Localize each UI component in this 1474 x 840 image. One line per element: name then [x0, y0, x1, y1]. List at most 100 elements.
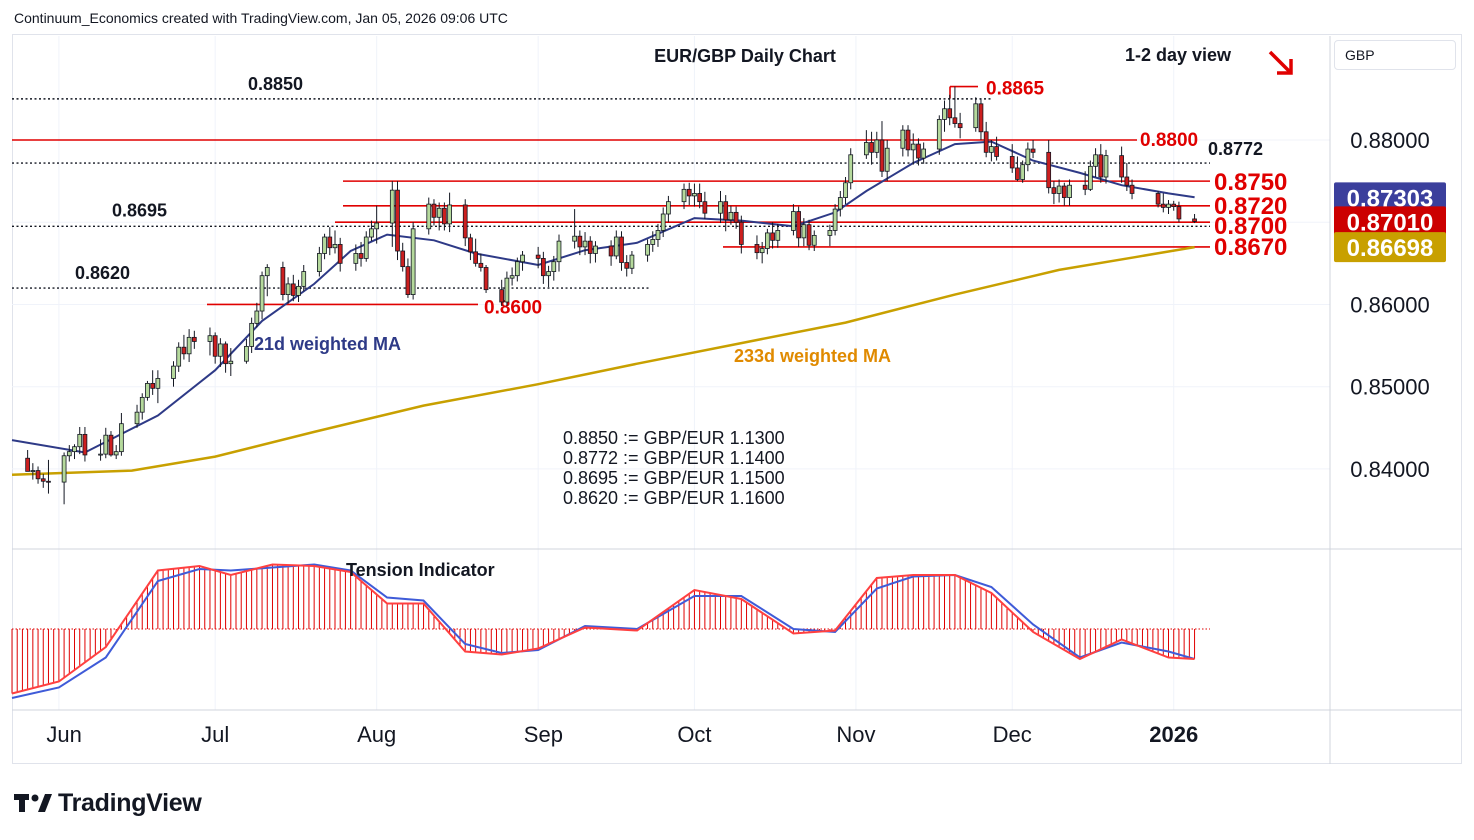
candle — [1061, 182, 1067, 206]
candle — [363, 231, 369, 262]
level-label-0.8620: 0.8620 — [75, 263, 130, 283]
candle-body — [405, 266, 411, 295]
candle — [25, 450, 30, 472]
candle — [322, 233, 327, 260]
candle — [1119, 146, 1124, 183]
x-tick-label: 2026 — [1149, 722, 1198, 747]
candle — [843, 177, 848, 205]
level-label-0.8850: 0.8850 — [248, 74, 303, 94]
candle — [723, 195, 729, 232]
candle-body — [942, 108, 947, 120]
candle-body — [473, 251, 478, 264]
candle — [332, 230, 338, 254]
candle-body — [66, 451, 72, 457]
candle-body — [139, 396, 145, 413]
candle — [509, 267, 515, 286]
candle — [1025, 142, 1031, 172]
candle — [40, 473, 46, 488]
candle-body — [1098, 154, 1104, 178]
candle — [702, 191, 708, 219]
candle — [1020, 160, 1025, 183]
candle — [1067, 179, 1072, 206]
y-tick-label: 0.88000 — [1350, 128, 1430, 153]
price-badge-bg — [1334, 182, 1446, 213]
level-label-0.8800: 0.8800 — [1140, 130, 1198, 151]
candle-body — [103, 434, 109, 455]
candle-body — [514, 261, 520, 277]
candle-body — [504, 277, 510, 303]
candle-body — [218, 343, 223, 357]
candle-body — [1192, 218, 1197, 222]
candle-body — [832, 208, 838, 231]
candle — [655, 223, 661, 247]
candle-body — [150, 383, 156, 389]
candle-body — [864, 142, 869, 156]
candle-body — [410, 228, 416, 295]
candle-body — [228, 360, 234, 365]
candle — [483, 264, 489, 293]
chart-title: EUR/GBP Daily Chart — [654, 46, 836, 66]
candle — [66, 445, 72, 462]
candle-body — [692, 193, 697, 197]
candle-body — [61, 455, 67, 483]
candle-body — [686, 188, 692, 197]
currency-selector[interactable]: GBP — [1334, 40, 1456, 70]
candle-body — [791, 211, 796, 231]
candle-body — [650, 239, 656, 245]
view-label: 1-2 day view — [1125, 45, 1232, 65]
candle — [212, 332, 218, 364]
candle-body — [551, 261, 557, 272]
price-badge-label: 0.87010 — [1347, 209, 1434, 236]
logo-text: TradingView — [58, 788, 202, 817]
candle-body — [1171, 203, 1177, 208]
candle-body — [296, 285, 301, 296]
ma21-label: 21d weighted MA — [254, 334, 401, 354]
candle — [442, 202, 447, 231]
candle-body — [978, 103, 984, 133]
candle-body — [191, 336, 197, 342]
candle-body — [337, 244, 343, 264]
candle-body — [910, 143, 916, 151]
candle-body — [400, 250, 406, 268]
candle — [759, 241, 765, 264]
candle-body — [1009, 156, 1015, 169]
candle-body — [869, 142, 874, 153]
chart-caption: Continuum_Economics created with Trading… — [14, 10, 508, 26]
support-resistance-levels: 0.8850 0.8772 0.8695 0.8620 0.8865 0.8800 0.87… — [12, 74, 1287, 318]
x-tick-label: Jul — [201, 722, 229, 747]
candle — [650, 231, 656, 252]
candle — [395, 181, 400, 261]
candle — [754, 235, 760, 260]
candle — [879, 121, 885, 178]
candle — [728, 205, 734, 225]
candle-body — [186, 336, 192, 355]
candle-body — [775, 230, 781, 241]
candle — [942, 100, 947, 132]
candle-body — [645, 244, 650, 256]
candle-body — [82, 433, 88, 456]
tradingview-logo[interactable]: TradingView — [14, 788, 202, 818]
candle — [681, 183, 687, 210]
candle — [973, 97, 979, 132]
conversion-note-1: 0.8850 := GBP/EUR 1.1300 — [563, 428, 785, 448]
candle-body — [936, 119, 942, 150]
candle — [905, 125, 911, 157]
candle-body — [322, 236, 327, 254]
candle — [541, 251, 546, 284]
candle-body — [478, 262, 484, 268]
candle-body — [1056, 185, 1062, 194]
candle-body — [546, 271, 551, 277]
candle — [796, 206, 801, 247]
candle — [1166, 200, 1171, 215]
price-badge: 0.86698 — [1334, 232, 1446, 263]
candle — [405, 258, 411, 298]
candle — [82, 426, 88, 462]
candle-body — [681, 188, 687, 203]
candle-body — [72, 446, 77, 453]
candle-body — [884, 147, 890, 172]
candle — [374, 205, 380, 244]
candle — [400, 242, 406, 272]
candle — [254, 302, 260, 328]
candle-body — [1051, 187, 1057, 194]
